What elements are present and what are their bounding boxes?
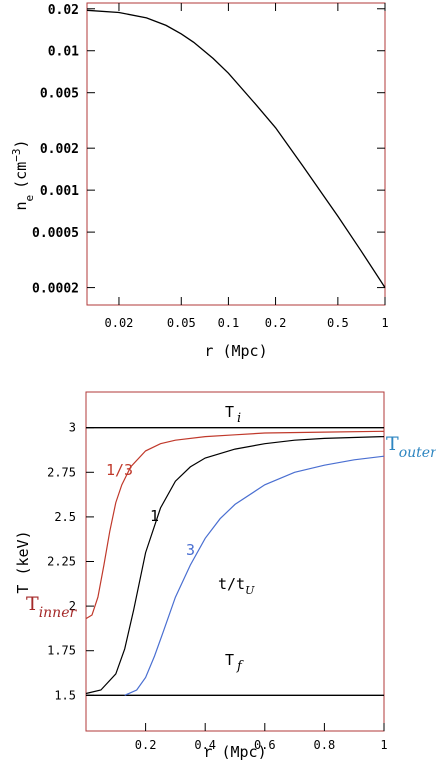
temperature-y-axis-label: T (keV) (14, 530, 32, 593)
density-y-tick-label: 0.002 (40, 142, 79, 157)
density-y-tick-label: 0.005 (40, 87, 79, 102)
density-y-ticks: 0.02 0.01 0.005 0.002 0.001 0.0005 0.0002 (32, 3, 385, 297)
density-profile-line (86, 9, 386, 288)
curve-one (85, 436, 385, 695)
density-y-tick-label: 0.01 (48, 45, 79, 60)
temperature-x-tick-label: 0.2 (135, 738, 157, 752)
temperature-y-tick-label: 1.5 (54, 688, 76, 702)
temperature-plot-frame (85, 391, 385, 732)
density-y-tick-label: 0.0002 (32, 282, 79, 297)
temperature-y-tick-label: 2 (69, 599, 76, 613)
temperature-x-tick-label: 0.8 (314, 738, 336, 752)
density-x-tick-label: 0.2 (265, 316, 287, 330)
density-x-tick-label: 0.02 (105, 316, 134, 330)
density-chart: 0.02 0.01 0.005 0.002 0.001 0.0005 0.0002 0.02… (10, 2, 389, 360)
temperature-y-ticks: 1.5 1.75 2 2.25 2.5 2.75 3 (47, 421, 94, 702)
temperature-x-ticks: 0.2 0.4 0.6 0.8 1 (135, 723, 388, 752)
temperature-y-tick-label: 2.75 (47, 465, 76, 479)
series-label-three: 3 (186, 541, 195, 559)
time-parameter-label: t/tU (218, 575, 255, 597)
density-x-ticks: 0.02 0.05 0.1 0.2 0.5 1 (105, 3, 389, 330)
temperature-x-axis-label: r (Mpc) (203, 743, 266, 761)
temperature-y-tick-label: 3 (69, 421, 76, 435)
density-y-tick-label: 0.02 (48, 3, 79, 18)
temperature-x-tick-label: 0.6 (254, 738, 276, 752)
temperature-lines (85, 427, 385, 696)
curve-three (124, 455, 385, 696)
t-outer-label: Touter (386, 433, 436, 461)
temperature-y-tick-label: 2.25 (47, 555, 76, 569)
curve-one-third (85, 430, 385, 620)
temperature-x-tick-label: 0.4 (194, 738, 216, 752)
density-x-tick-label: 0.05 (167, 316, 196, 330)
density-y-tick-label: 0.001 (40, 184, 79, 199)
density-y-tick-label: 0.0005 (32, 226, 79, 241)
temperature-y-tick-label: 1.75 (47, 644, 76, 658)
density-x-tick-label: 1 (381, 316, 388, 330)
density-y-axis-label: ne(cm−3) (10, 139, 36, 210)
density-x-axis-label: r (Mpc) (204, 342, 267, 360)
temperature-x-tick-label: 1 (380, 738, 387, 752)
series-label-one: 1 (150, 507, 159, 525)
temperature-y-tick-label: 2.5 (54, 510, 76, 524)
density-plot-frame (86, 2, 386, 306)
density-x-tick-label: 0.1 (218, 316, 240, 330)
density-x-tick-label: 0.5 (327, 316, 349, 330)
series-label-one-third: 1/3 (106, 461, 133, 479)
t-inner-label: Tinner (26, 593, 77, 621)
